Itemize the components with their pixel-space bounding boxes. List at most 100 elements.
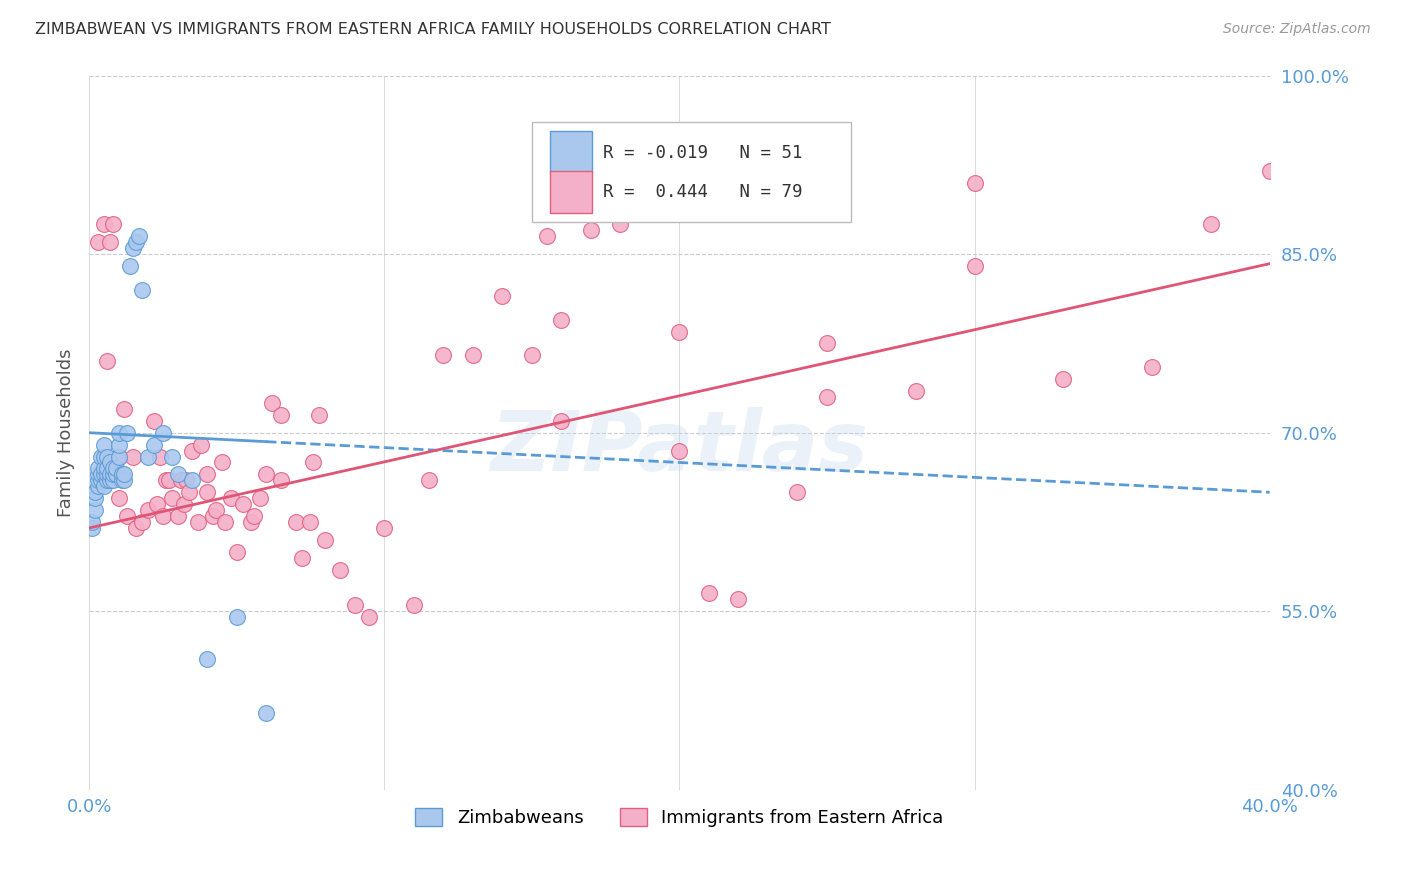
- Point: [609, 218, 631, 232]
- Point: [131, 515, 153, 529]
- Point: [166, 509, 188, 524]
- Point: [114, 474, 136, 488]
- Point: [93, 437, 115, 451]
- Point: [314, 533, 336, 547]
- Point: [343, 599, 366, 613]
- Text: R =  0.444   N = 79: R = 0.444 N = 79: [603, 183, 803, 201]
- Point: [240, 515, 263, 529]
- Point: [84, 503, 107, 517]
- Point: [270, 408, 292, 422]
- Point: [249, 491, 271, 506]
- Point: [262, 396, 284, 410]
- Point: [143, 414, 166, 428]
- Point: [155, 474, 177, 488]
- Point: [181, 474, 204, 488]
- Point: [107, 425, 129, 440]
- Point: [90, 474, 112, 488]
- Point: [117, 425, 139, 440]
- FancyBboxPatch shape: [531, 122, 851, 222]
- Point: [104, 467, 127, 482]
- Point: [214, 515, 236, 529]
- Point: [125, 521, 148, 535]
- Point: [101, 467, 124, 482]
- Point: [104, 461, 127, 475]
- Point: [418, 474, 440, 488]
- Point: [84, 485, 107, 500]
- Point: [101, 474, 124, 488]
- Point: [169, 474, 191, 488]
- Point: [329, 563, 352, 577]
- Point: [136, 503, 159, 517]
- Point: [550, 414, 572, 428]
- Point: [84, 491, 107, 506]
- Point: [90, 450, 112, 464]
- Point: [173, 497, 195, 511]
- FancyBboxPatch shape: [550, 170, 592, 212]
- Point: [166, 467, 188, 482]
- Text: R = -0.019   N = 51: R = -0.019 N = 51: [603, 144, 803, 161]
- Point: [98, 474, 121, 488]
- Point: [202, 509, 225, 524]
- Point: [668, 325, 690, 339]
- Point: [101, 218, 124, 232]
- Point: [80, 521, 103, 535]
- Point: [143, 437, 166, 451]
- Point: [520, 348, 543, 362]
- Point: [87, 461, 110, 475]
- Point: [187, 515, 209, 529]
- Point: [107, 450, 129, 464]
- Point: [98, 467, 121, 482]
- Point: [211, 455, 233, 469]
- Point: [727, 592, 749, 607]
- Point: [152, 509, 174, 524]
- Point: [432, 348, 454, 362]
- Point: [152, 425, 174, 440]
- Point: [815, 390, 838, 404]
- Point: [579, 223, 602, 237]
- Point: [402, 599, 425, 613]
- Point: [243, 509, 266, 524]
- Point: [122, 241, 145, 255]
- Point: [195, 485, 218, 500]
- Point: [107, 450, 129, 464]
- Point: [550, 312, 572, 326]
- Point: [93, 450, 115, 464]
- Point: [904, 384, 927, 398]
- Point: [114, 401, 136, 416]
- Point: [93, 218, 115, 232]
- Point: [284, 515, 307, 529]
- Point: [668, 443, 690, 458]
- Point: [205, 503, 228, 517]
- Point: [87, 474, 110, 488]
- Point: [122, 450, 145, 464]
- Point: [181, 443, 204, 458]
- Text: Source: ZipAtlas.com: Source: ZipAtlas.com: [1223, 22, 1371, 37]
- Point: [128, 229, 150, 244]
- Point: [1258, 163, 1281, 178]
- Point: [190, 437, 212, 451]
- Y-axis label: Family Households: Family Households: [58, 349, 75, 517]
- Point: [120, 259, 142, 273]
- Point: [1140, 360, 1163, 375]
- Point: [98, 235, 121, 250]
- Text: ZIPatlas: ZIPatlas: [491, 407, 869, 488]
- Point: [107, 437, 129, 451]
- Point: [146, 497, 169, 511]
- Point: [219, 491, 242, 506]
- Point: [160, 491, 183, 506]
- Point: [93, 467, 115, 482]
- Point: [290, 550, 312, 565]
- Point: [131, 283, 153, 297]
- Point: [697, 586, 720, 600]
- Point: [225, 545, 247, 559]
- Text: ZIMBABWEAN VS IMMIGRANTS FROM EASTERN AFRICA FAMILY HOUSEHOLDS CORRELATION CHART: ZIMBABWEAN VS IMMIGRANTS FROM EASTERN AF…: [35, 22, 831, 37]
- Point: [359, 610, 381, 624]
- Point: [160, 450, 183, 464]
- Point: [176, 474, 198, 488]
- Point: [302, 455, 325, 469]
- Point: [963, 176, 986, 190]
- Point: [195, 467, 218, 482]
- Point: [491, 289, 513, 303]
- Point: [93, 461, 115, 475]
- Point: [1199, 218, 1222, 232]
